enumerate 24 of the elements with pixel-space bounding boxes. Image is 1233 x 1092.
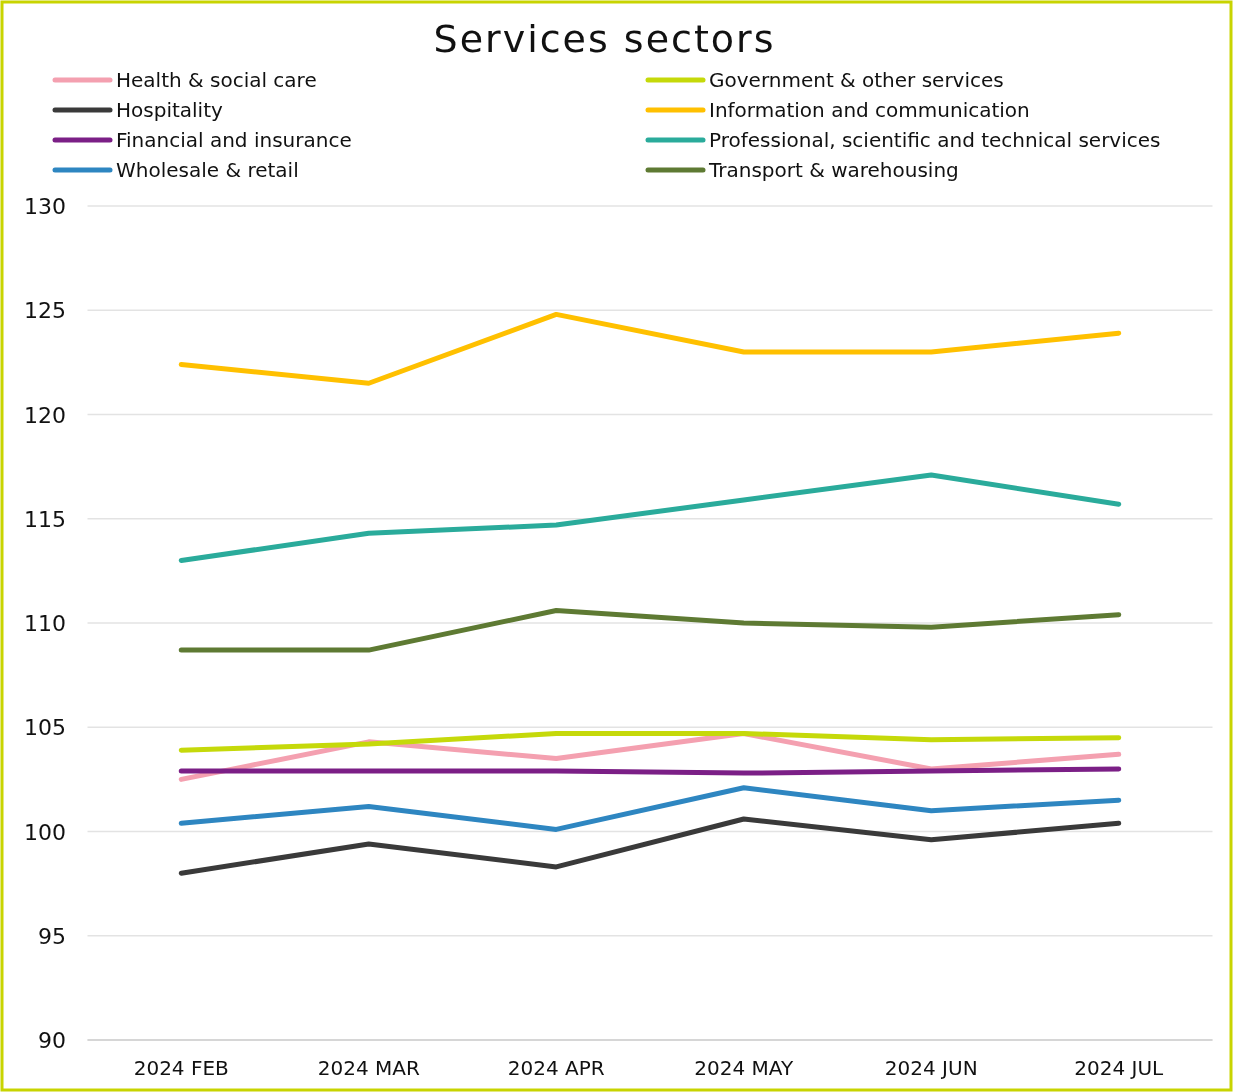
chart-title: Services sectors bbox=[433, 17, 776, 61]
x-tick-label: 2024 JUN bbox=[884, 1056, 978, 1080]
legend-label: Wholesale & retail bbox=[116, 158, 299, 182]
y-tick-label: 95 bbox=[38, 923, 66, 949]
y-tick-label: 125 bbox=[24, 298, 66, 324]
x-tick-label: 2024 MAR bbox=[317, 1056, 420, 1080]
y-tick-label: 110 bbox=[24, 611, 66, 636]
y-tick-label: 100 bbox=[24, 819, 66, 845]
y-tick-label: 105 bbox=[24, 715, 66, 741]
x-tick-label: 2024 MAY bbox=[694, 1056, 794, 1080]
legend-label: Health & social care bbox=[116, 68, 317, 92]
x-tick-label: 2024 JUL bbox=[1074, 1056, 1165, 1080]
legend-label: Hospitality bbox=[116, 98, 223, 122]
x-tick-label: 2024 FEB bbox=[133, 1056, 229, 1080]
y-tick-label: 90 bbox=[38, 1028, 66, 1053]
y-tick-label: 120 bbox=[24, 402, 66, 428]
legend-label: Government & other services bbox=[709, 68, 1004, 92]
legend-label: Information and communication bbox=[709, 98, 1030, 122]
x-tick-label: 2024 APR bbox=[507, 1056, 605, 1080]
y-tick-label: 130 bbox=[24, 194, 66, 219]
legend-label: Professional, scientific and technical services bbox=[709, 128, 1161, 152]
legend-label: Transport & warehousing bbox=[708, 158, 959, 182]
legend-label: Financial and insurance bbox=[116, 128, 352, 152]
y-tick-label: 115 bbox=[24, 506, 66, 532]
